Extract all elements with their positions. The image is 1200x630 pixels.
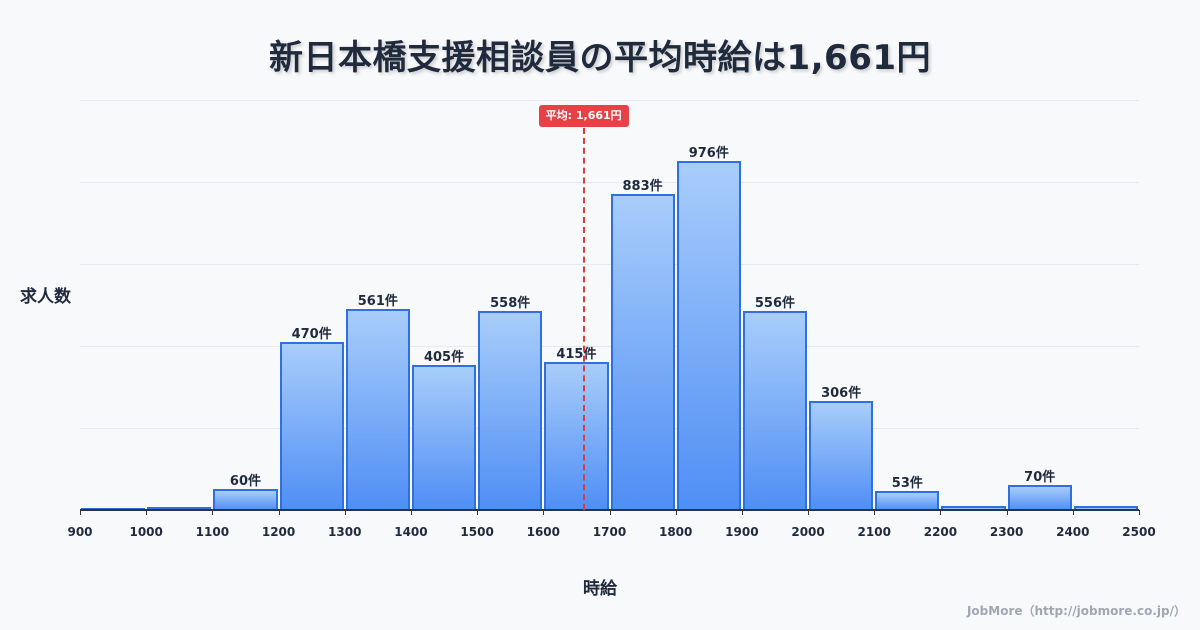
x-tick-label: 1700 <box>592 525 627 539</box>
histogram-bar <box>544 361 609 510</box>
x-tick-mark <box>278 510 280 515</box>
x-tick-label: 1600 <box>526 525 561 539</box>
gridline <box>80 182 1139 183</box>
histogram-bar <box>411 365 477 510</box>
x-tick-mark <box>1139 510 1140 515</box>
gridline <box>80 264 1139 265</box>
bar-value-label: 976件 <box>688 146 729 162</box>
histogram-bar <box>809 400 874 510</box>
x-tick-label: 1300 <box>328 525 362 539</box>
x-tick-mark <box>543 510 545 515</box>
x-tick-label: 1200 <box>261 525 296 539</box>
histogram-bar <box>213 488 278 510</box>
histogram-bar <box>941 506 1006 510</box>
x-tick-label: 1400 <box>394 525 428 539</box>
bar-value-label: 470件 <box>291 326 332 342</box>
histogram-bar <box>875 491 940 510</box>
x-tick-mark <box>741 510 743 515</box>
x-tick-label: 1500 <box>460 525 494 539</box>
bar-value-label: 556件 <box>754 296 796 312</box>
bar-value-label: 558件 <box>490 295 531 311</box>
histogram-bar <box>1073 506 1138 510</box>
x-tick-label: 2000 <box>791 525 825 539</box>
x-tick-label: 2100 <box>857 525 891 539</box>
histogram-plot: 60件 470件 561件 405件 558件 415件 883件 976件 556件 306件 5… <box>80 100 1139 511</box>
x-tick-label: 2500 <box>1122 525 1156 539</box>
x-tick-mark <box>410 510 412 515</box>
x-tick-mark <box>1072 510 1074 515</box>
x-tick-mark <box>146 510 148 515</box>
gridline <box>80 346 1139 347</box>
x-tick-mark <box>874 510 876 515</box>
source-credit: JobMore（http://jobmore.co.jp/） <box>966 604 1186 618</box>
x-tick-label: 2200 <box>923 525 958 539</box>
x-tick-mark <box>808 510 810 515</box>
bar-value-label: 415件 <box>556 346 597 362</box>
histogram-bar <box>742 311 808 510</box>
chart-title: 新日本橋支援相談員の平均時給は1,661円 <box>268 38 932 78</box>
x-tick-label: 2400 <box>1056 525 1090 539</box>
histogram-bar <box>478 310 543 510</box>
x-tick-label: 1100 <box>195 525 230 539</box>
x-tick-label: 1800 <box>658 525 693 539</box>
histogram-bar <box>279 342 344 510</box>
x-tick-mark <box>940 510 942 515</box>
histogram-bar <box>676 161 741 510</box>
bar-value-label: 70件 <box>1024 469 1056 485</box>
histogram-bar <box>610 194 675 510</box>
histogram-bar <box>1007 484 1072 510</box>
bar-value-label: 53件 <box>891 476 923 492</box>
bar-value-label: 306件 <box>821 385 862 401</box>
x-tick-mark <box>1006 510 1008 515</box>
x-axis-label: 時給 <box>583 579 617 599</box>
x-tick-mark <box>212 510 214 515</box>
bar-value-label: 561件 <box>357 294 398 310</box>
bar-value-label: 60件 <box>229 473 262 489</box>
histogram-bar <box>345 309 410 510</box>
x-tick-label: 1900 <box>725 525 759 539</box>
x-tick-mark <box>477 510 479 515</box>
histogram-bar <box>147 507 212 510</box>
bar-value-label: 405件 <box>423 350 465 366</box>
x-tick-label: 2300 <box>989 525 1024 539</box>
gridline <box>80 100 1139 101</box>
average-badge: 平均: 1,661円 <box>538 105 629 127</box>
x-tick-mark <box>609 510 611 515</box>
x-tick-mark <box>675 510 677 515</box>
y-axis-label: 求人数 <box>20 287 71 307</box>
bar-value-label: 883件 <box>622 179 663 195</box>
average-line <box>582 128 585 510</box>
x-tick-label: 900 <box>67 525 93 539</box>
x-tick-label: 1000 <box>129 525 163 539</box>
x-tick-mark <box>80 510 81 515</box>
gridline <box>80 428 1139 429</box>
x-tick-mark <box>344 510 346 515</box>
